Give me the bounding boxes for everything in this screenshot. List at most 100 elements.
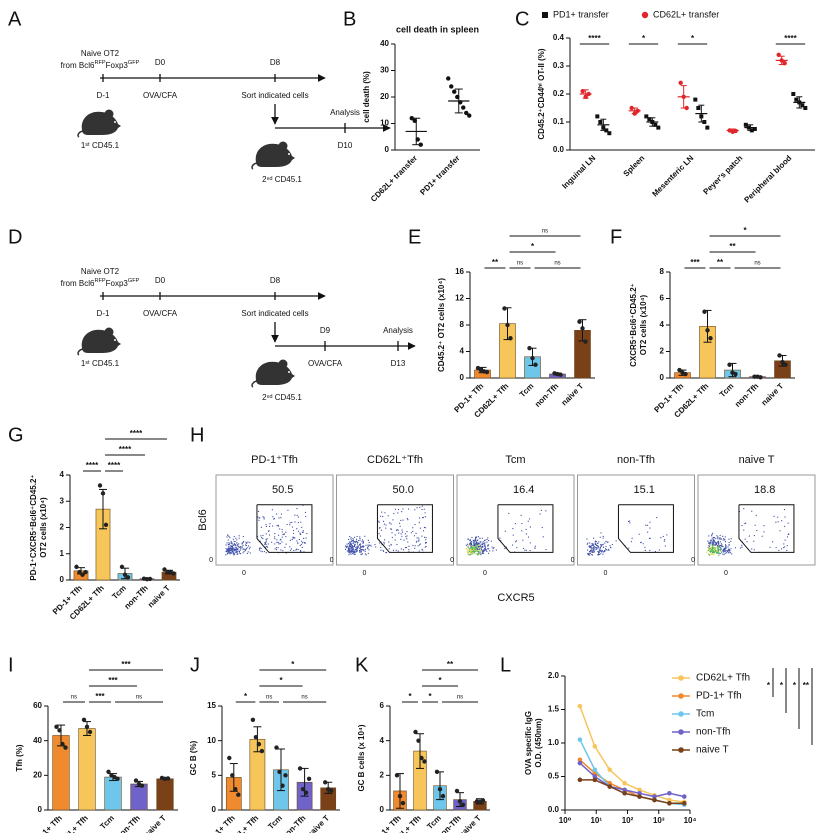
data-point [467,113,472,118]
flow-event [724,551,726,553]
flow-event [475,538,477,540]
y-axis-label: OT2 cells (x10⁴) [39,497,48,558]
flow-event [361,541,363,543]
data-point [702,309,707,314]
flow-event [282,534,284,536]
flow-event [388,541,390,543]
flow-event [741,546,743,548]
flow-event [724,536,726,538]
flow-event [289,549,291,551]
flow-event [711,545,713,547]
flow-event [708,549,710,551]
panel-label: K [355,654,369,676]
flow-event [386,551,388,553]
data-point [409,116,414,121]
flow-event [709,540,711,542]
data-point [727,362,732,367]
y-tick-label: 12 [455,294,464,303]
flow-event [730,538,732,540]
flow-event [487,548,489,550]
flow-event [716,535,718,537]
flow-event [279,543,281,545]
data-point [791,92,796,96]
data-point [758,375,763,380]
flow-event [781,520,783,522]
flow-event [356,541,358,543]
comparison-label: *** [690,258,700,267]
flow-event [348,552,350,554]
flow-event [472,548,474,550]
flow-event [425,539,427,541]
flow-event [472,551,474,553]
flow-event [720,550,722,552]
data-point [577,777,583,783]
flow-event [600,553,602,555]
data-point [306,776,312,781]
flow-event [390,543,392,545]
flow-event [247,545,249,547]
flow-event [786,549,788,551]
flow-event [276,549,278,551]
flow-event [242,544,244,546]
flow-event [389,522,391,524]
flow-event [400,548,402,550]
legend-marker [678,675,684,681]
flow-event [348,549,350,551]
flow-event [640,542,642,544]
significance-label: ** [803,681,810,690]
flow-event [227,552,229,554]
flow-event [473,543,475,545]
data-point [57,728,62,733]
flow-event [400,533,402,535]
flow-event [419,506,421,508]
flow-event [417,545,419,547]
data-point [708,336,713,341]
flow-event [352,547,354,549]
data-point [303,790,309,795]
data-point [580,326,585,331]
flow-event [229,547,231,549]
comparison-label: ** [717,258,724,267]
flow-event [356,550,358,552]
flow-event [600,546,602,548]
flow-event [529,526,531,528]
data-point [283,773,288,778]
flow-event [472,539,474,541]
flow-event [226,536,228,538]
flow-event [769,546,771,548]
flow-event [709,549,711,551]
flow-event [591,554,593,556]
flow-event [745,522,747,524]
flow-event [242,552,244,554]
flow-event [351,540,353,542]
flow-event [379,527,381,529]
flow-event [470,545,472,547]
flow-event [611,544,613,546]
flow-event [272,525,274,527]
flow-event [424,546,426,548]
data-point [652,797,657,803]
flow-event [469,554,471,556]
flow-event [352,548,354,550]
data-point [656,125,661,130]
flow-event [346,543,348,545]
data-point [607,767,613,773]
flow-event [706,551,708,553]
flow-event [423,526,425,528]
flow-event [591,547,593,549]
flow-event [475,540,477,542]
data-point [558,372,563,377]
flow-event [236,551,238,553]
flow-event [408,508,410,510]
flow-event [725,547,727,549]
flow-event [352,549,354,551]
flow-event [784,525,786,527]
flow-event [474,549,476,551]
flow-event [406,535,408,537]
flow-event [470,549,472,551]
flow-gate [497,504,554,553]
flow-event [355,551,357,553]
flow-event [599,536,601,538]
series-line [579,705,685,803]
flow-event [352,550,354,552]
